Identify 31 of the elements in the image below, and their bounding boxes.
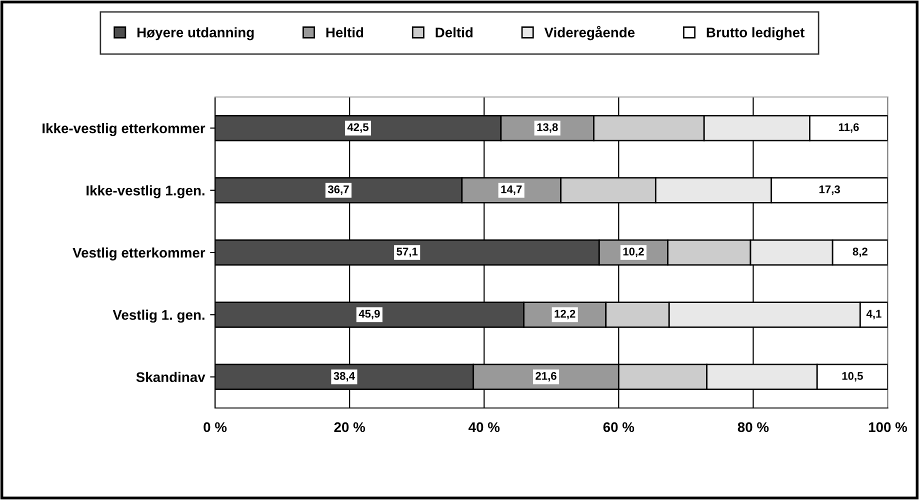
data-label: 36,7 (328, 185, 349, 195)
data-label: 10,5 (842, 372, 863, 382)
data-label: 17,3 (819, 185, 840, 195)
data-label: 57,1 (396, 248, 418, 258)
data-label: 12,2 (554, 310, 576, 320)
data-label: 13,8 (537, 123, 558, 133)
data-label: 11,6 (838, 123, 859, 133)
legend-label: Videregående (544, 26, 635, 40)
x-tick-label: 0 % (204, 422, 227, 432)
x-tick-label: 80 % (738, 422, 769, 432)
data-label: 8,2 (852, 248, 868, 258)
data-label: 42,5 (347, 123, 368, 133)
y-tick-label: Ikke-vestlig 1.gen. (86, 185, 204, 198)
data-label: 45,9 (358, 310, 380, 320)
data-label: 10,2 (623, 248, 644, 258)
legend-label: Høyere utdanning (137, 27, 254, 40)
data-label: 4,1 (866, 310, 882, 320)
legend-label: Heltid (326, 27, 364, 38)
x-tick-label: 40 % (468, 422, 500, 432)
x-tick-label: 20 % (334, 422, 366, 432)
y-tick-label: Skandinav (136, 372, 206, 382)
data-label: 38,4 (334, 372, 355, 382)
y-tick-label: Vestlig 1. gen. (112, 310, 204, 323)
legend-label: Deltid (436, 27, 473, 38)
y-tick-label: Ikke-vestlig etterkommer (42, 123, 206, 136)
legend-label: Brutto ledighet (706, 27, 805, 40)
data-label: 21,6 (536, 372, 556, 382)
y-tick-label: Vestlig etterkommer (72, 247, 206, 260)
x-tick-label: 100 % (868, 422, 908, 432)
data-label: 14,7 (501, 186, 522, 195)
x-tick-label: 60 % (603, 422, 634, 432)
